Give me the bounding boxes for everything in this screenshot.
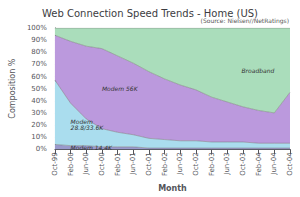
svg-text:Broadband: Broadband bbox=[241, 67, 274, 74]
svg-text:Web Connection Speed Trends -: Web Connection Speed Trends - Home (US) bbox=[42, 7, 258, 19]
svg-text:Oct-03: Oct-03 bbox=[239, 152, 247, 176]
svg-text:Modem: Modem bbox=[70, 117, 93, 125]
svg-text:Oct-99: Oct-99 bbox=[51, 152, 59, 176]
svg-text:80%: 80% bbox=[31, 48, 47, 56]
svg-text:Jun-02: Jun-02 bbox=[176, 152, 184, 175]
svg-text:(Source: Nielsen//NetRatings): (Source: Nielsen//NetRatings) bbox=[201, 17, 289, 25]
svg-text:Oct-02: Oct-02 bbox=[192, 152, 200, 176]
svg-text:30%: 30% bbox=[31, 109, 47, 117]
svg-text:70%: 70% bbox=[31, 60, 47, 68]
svg-text:Feb-01: Feb-01 bbox=[114, 152, 122, 176]
svg-text:Jun-04: Jun-04 bbox=[270, 152, 278, 176]
svg-text:Feb-04: Feb-04 bbox=[255, 152, 263, 176]
svg-text:Oct-04: Oct-04 bbox=[286, 152, 294, 176]
svg-text:Jun-01: Jun-01 bbox=[129, 152, 137, 175]
svg-text:Jun-00: Jun-00 bbox=[82, 152, 90, 175]
svg-text:Modem 56K: Modem 56K bbox=[102, 85, 139, 92]
svg-text:Feb-03: Feb-03 bbox=[208, 152, 216, 176]
svg-text:Month: Month bbox=[158, 184, 187, 193]
svg-text:Modem 14.4K: Modem 14.4K bbox=[71, 144, 113, 151]
svg-text:20%: 20% bbox=[31, 121, 47, 129]
svg-text:90%: 90% bbox=[31, 36, 47, 44]
svg-text:Feb-02: Feb-02 bbox=[161, 152, 169, 176]
svg-text:100%: 100% bbox=[27, 24, 47, 32]
svg-text:Composition %: Composition % bbox=[8, 58, 17, 119]
svg-text:Jun-03: Jun-03 bbox=[223, 152, 231, 175]
svg-text:Feb-00: Feb-00 bbox=[67, 152, 75, 176]
svg-text:50%: 50% bbox=[31, 85, 47, 93]
svg-text:40%: 40% bbox=[31, 97, 47, 105]
svg-text:Oct-00: Oct-00 bbox=[98, 152, 106, 176]
svg-text:Oct-01: Oct-01 bbox=[145, 152, 153, 176]
svg-text:0%: 0% bbox=[36, 145, 47, 153]
svg-text:10%: 10% bbox=[31, 133, 47, 141]
svg-text:60%: 60% bbox=[31, 73, 47, 81]
svg-text:28.8/33.6K: 28.8/33.6K bbox=[71, 124, 105, 131]
